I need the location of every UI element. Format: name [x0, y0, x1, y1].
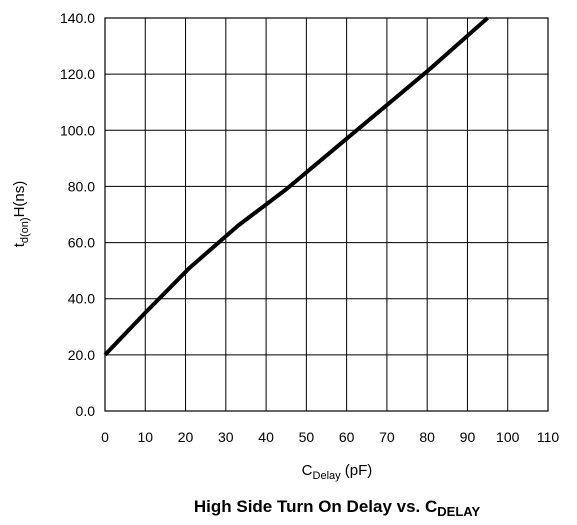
y-tick-label: 120.0 — [60, 66, 95, 82]
y-tick-label: 0.0 — [76, 403, 96, 419]
y-axis-label: td(on)H(ns) — [11, 181, 31, 248]
plot-frame — [104, 17, 549, 412]
x-tick-label: 10 — [137, 429, 153, 445]
y-tick-label: 60.0 — [68, 235, 95, 251]
grid — [104, 17, 549, 412]
y-tick-label: 100.0 — [60, 122, 95, 138]
y-tick-label: 40.0 — [68, 291, 95, 307]
x-tick-label: 40 — [258, 429, 274, 445]
x-axis-label-rest: (pF) — [341, 462, 373, 479]
y-tick-label: 80.0 — [68, 178, 95, 194]
x-tick-label: 20 — [178, 429, 194, 445]
x-axis-label-main: C — [302, 462, 313, 479]
chart-title: High Side Turn On Delay vs. CDELAY — [194, 497, 481, 519]
x-tick-label: 110 — [537, 429, 560, 445]
chart-title-sub: DELAY — [437, 504, 480, 519]
series-line — [103, 16, 489, 357]
y-tick-label: 140.0 — [60, 10, 95, 26]
x-tick-labels: 0 10 20 30 40 50 60 70 80 90 100 110 — [101, 429, 559, 445]
x-tick-label: 70 — [379, 429, 395, 445]
x-tick-label: 50 — [299, 429, 315, 445]
y-axis-label-rest: H(ns) — [11, 181, 28, 218]
x-tick-label: 60 — [339, 429, 355, 445]
chart-title-main: High Side Turn On Delay vs. C — [194, 497, 437, 516]
y-axis-label-sub: d(on) — [19, 217, 31, 243]
y-tick-label: 20.0 — [68, 347, 95, 363]
x-axis-label-sub: Delay — [313, 470, 342, 482]
x-tick-label: 0 — [101, 429, 109, 445]
series-group — [103, 16, 489, 357]
x-tick-label: 30 — [218, 429, 234, 445]
x-tick-label: 100 — [496, 429, 520, 445]
y-axis-label-main: t — [11, 242, 28, 247]
x-tick-label: 80 — [419, 429, 435, 445]
x-tick-label: 90 — [460, 429, 476, 445]
y-tick-labels: 0.0 20.0 40.0 60.0 80.0 100.0 120.0 140.0 — [60, 10, 95, 419]
x-axis-label: CDelay (pF) — [302, 462, 373, 482]
